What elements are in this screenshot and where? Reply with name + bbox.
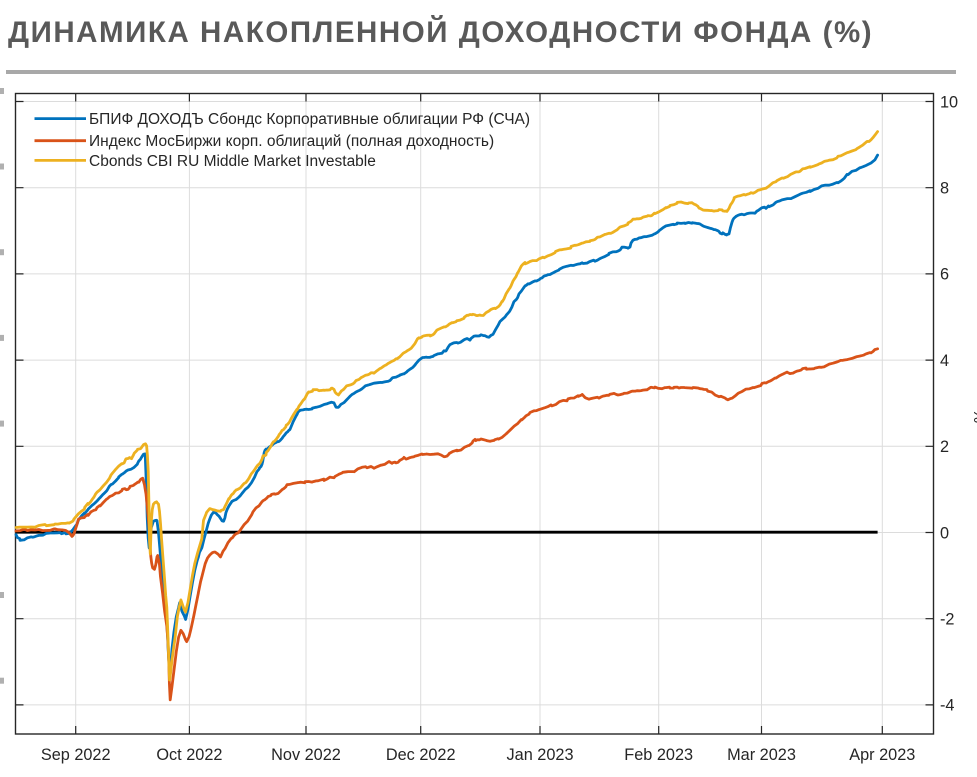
svg-text:Jan 2023: Jan 2023 bbox=[507, 746, 574, 764]
svg-text:10: 10 bbox=[940, 93, 958, 111]
svg-text:Cbonds CBI RU Middle Market In: Cbonds CBI RU Middle Market Investable bbox=[89, 153, 376, 170]
svg-text:Oct 2022: Oct 2022 bbox=[156, 746, 222, 764]
svg-text:8: 8 bbox=[940, 180, 949, 198]
svg-text:-2: -2 bbox=[940, 611, 954, 629]
svg-text:Feb 2023: Feb 2023 bbox=[624, 746, 693, 764]
svg-text:Sep 2022: Sep 2022 bbox=[41, 746, 111, 764]
svg-text:Индекс МосБиржи корп. облигаци: Индекс МосБиржи корп. облигаций (полная … bbox=[89, 133, 494, 150]
svg-text:2: 2 bbox=[940, 438, 949, 456]
svg-text:4: 4 bbox=[940, 352, 949, 370]
svg-text:%: % bbox=[970, 409, 977, 423]
svg-text:БПИФ ДОХОДЪ Сбондс Корпоративн: БПИФ ДОХОДЪ Сбондс Корпоративные облигац… bbox=[89, 111, 530, 128]
svg-text:Nov 2022: Nov 2022 bbox=[271, 746, 341, 764]
svg-text:Apr 2023: Apr 2023 bbox=[849, 746, 915, 764]
svg-text:-4: -4 bbox=[940, 697, 954, 715]
svg-text:0: 0 bbox=[940, 524, 949, 542]
svg-text:Dec 2022: Dec 2022 bbox=[386, 746, 456, 764]
svg-text:6: 6 bbox=[940, 266, 949, 284]
svg-text:Mar 2023: Mar 2023 bbox=[727, 746, 796, 764]
